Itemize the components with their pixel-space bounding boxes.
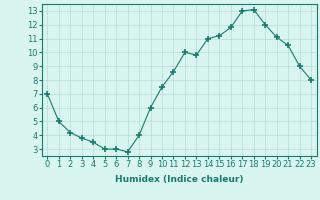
X-axis label: Humidex (Indice chaleur): Humidex (Indice chaleur) (115, 175, 244, 184)
